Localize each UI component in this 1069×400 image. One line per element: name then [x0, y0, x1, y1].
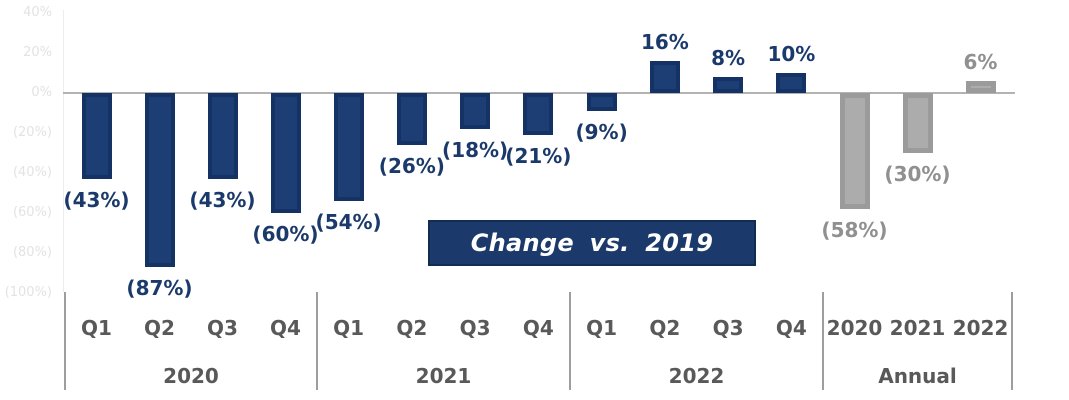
- axis-group-label-2021: 2021: [415, 364, 472, 388]
- chart-title-box: Change vs. 2019: [428, 220, 756, 266]
- x-tick-label-annual-2020: 2020: [826, 316, 883, 340]
- bar-2020-q4: [270, 93, 301, 213]
- bar-annual-2021: [902, 93, 933, 153]
- category-divider-3: [822, 292, 824, 390]
- bar-value-label-2022-q1: (9%): [575, 120, 628, 144]
- x-tick-label-annual-2021: 2021: [889, 316, 946, 340]
- x-tick-label-2022-q2: Q2: [649, 316, 681, 340]
- bar-annual-2020: [839, 93, 870, 209]
- bar-value-label-annual-2022: 6%: [963, 50, 998, 74]
- bar-value-label-2021-q2: (26%): [378, 154, 445, 178]
- bar-annual-2022: [965, 81, 996, 93]
- bar-2020-q2: [144, 93, 175, 267]
- bar-value-label-2022-q2: 16%: [640, 30, 689, 54]
- axis-group-label-2020: 2020: [163, 364, 219, 388]
- x-tick-label-2020-q1: Q1: [81, 316, 112, 340]
- axis-group-label-2022: 2022: [668, 364, 725, 388]
- y-tick-label-4: (40%): [12, 165, 52, 180]
- x-tick-label-2020-q2: Q2: [144, 316, 175, 340]
- bar-2021-q1: [333, 93, 364, 201]
- bar-value-label-annual-2021: (30%): [884, 162, 951, 186]
- x-tick-label-2022-q4: Q4: [775, 316, 807, 340]
- bar-value-label-2022-q4: 10%: [767, 42, 816, 66]
- bar-2022-q2: [649, 61, 680, 93]
- y-axis-line: [63, 10, 64, 292]
- axis-group-label-annual: Annual: [878, 364, 957, 388]
- bar-value-label-2022-q3: 8%: [711, 46, 746, 70]
- category-divider-2: [569, 292, 571, 390]
- y-tick-label-5: (60%): [12, 205, 52, 220]
- bar-2021-q2: [396, 93, 427, 145]
- y-tick-label-6: (80%): [12, 245, 52, 260]
- bar-2021-q4: [523, 93, 554, 135]
- x-tick-label-2020-q4: Q4: [270, 316, 301, 340]
- category-divider-0: [64, 292, 66, 390]
- y-tick-label-2: 0%: [31, 85, 52, 100]
- bar-2020-q3: [207, 93, 238, 179]
- bar-2022-q1: [586, 93, 617, 111]
- category-divider-1: [316, 292, 318, 390]
- x-tick-label-annual-2022: 2022: [952, 316, 1009, 340]
- category-divider-4: [1011, 292, 1013, 390]
- y-tick-label-0: 40%: [23, 5, 52, 20]
- bar-value-label-2020-q4: (60%): [252, 222, 319, 246]
- bar-value-label-annual-2020: (58%): [821, 218, 888, 242]
- y-tick-label-3: (20%): [12, 125, 52, 140]
- bar-value-label-2020-q3: (43%): [189, 188, 256, 212]
- y-tick-label-1: 20%: [23, 45, 52, 60]
- x-tick-label-2021-q4: Q4: [522, 316, 554, 340]
- chart-title-text: Change vs. 2019: [470, 229, 714, 257]
- x-tick-label-2021-q2: Q2: [396, 316, 428, 340]
- x-tick-label-2020-q3: Q3: [207, 316, 238, 340]
- x-tick-label-2021-q3: Q3: [459, 316, 491, 340]
- x-tick-label-2021-q1: Q1: [333, 316, 365, 340]
- bar-2022-q3: [713, 77, 744, 93]
- bar-value-label-2021-q4: (21%): [505, 144, 572, 168]
- y-tick-label-7: (100%): [4, 285, 52, 300]
- bar-value-label-2021-q3: (18%): [442, 138, 509, 162]
- bar-value-label-2020-q2: (87%): [126, 276, 193, 300]
- x-tick-label-2022-q3: Q3: [712, 316, 744, 340]
- bar-value-label-2021-q1: (54%): [315, 210, 382, 234]
- bar-2020-q1: [81, 93, 112, 179]
- x-tick-label-2022-q1: Q1: [586, 316, 618, 340]
- bar-value-label-2020-q1: (43%): [63, 188, 130, 212]
- bar-2021-q3: [460, 93, 491, 129]
- bar-2022-q4: [776, 73, 807, 93]
